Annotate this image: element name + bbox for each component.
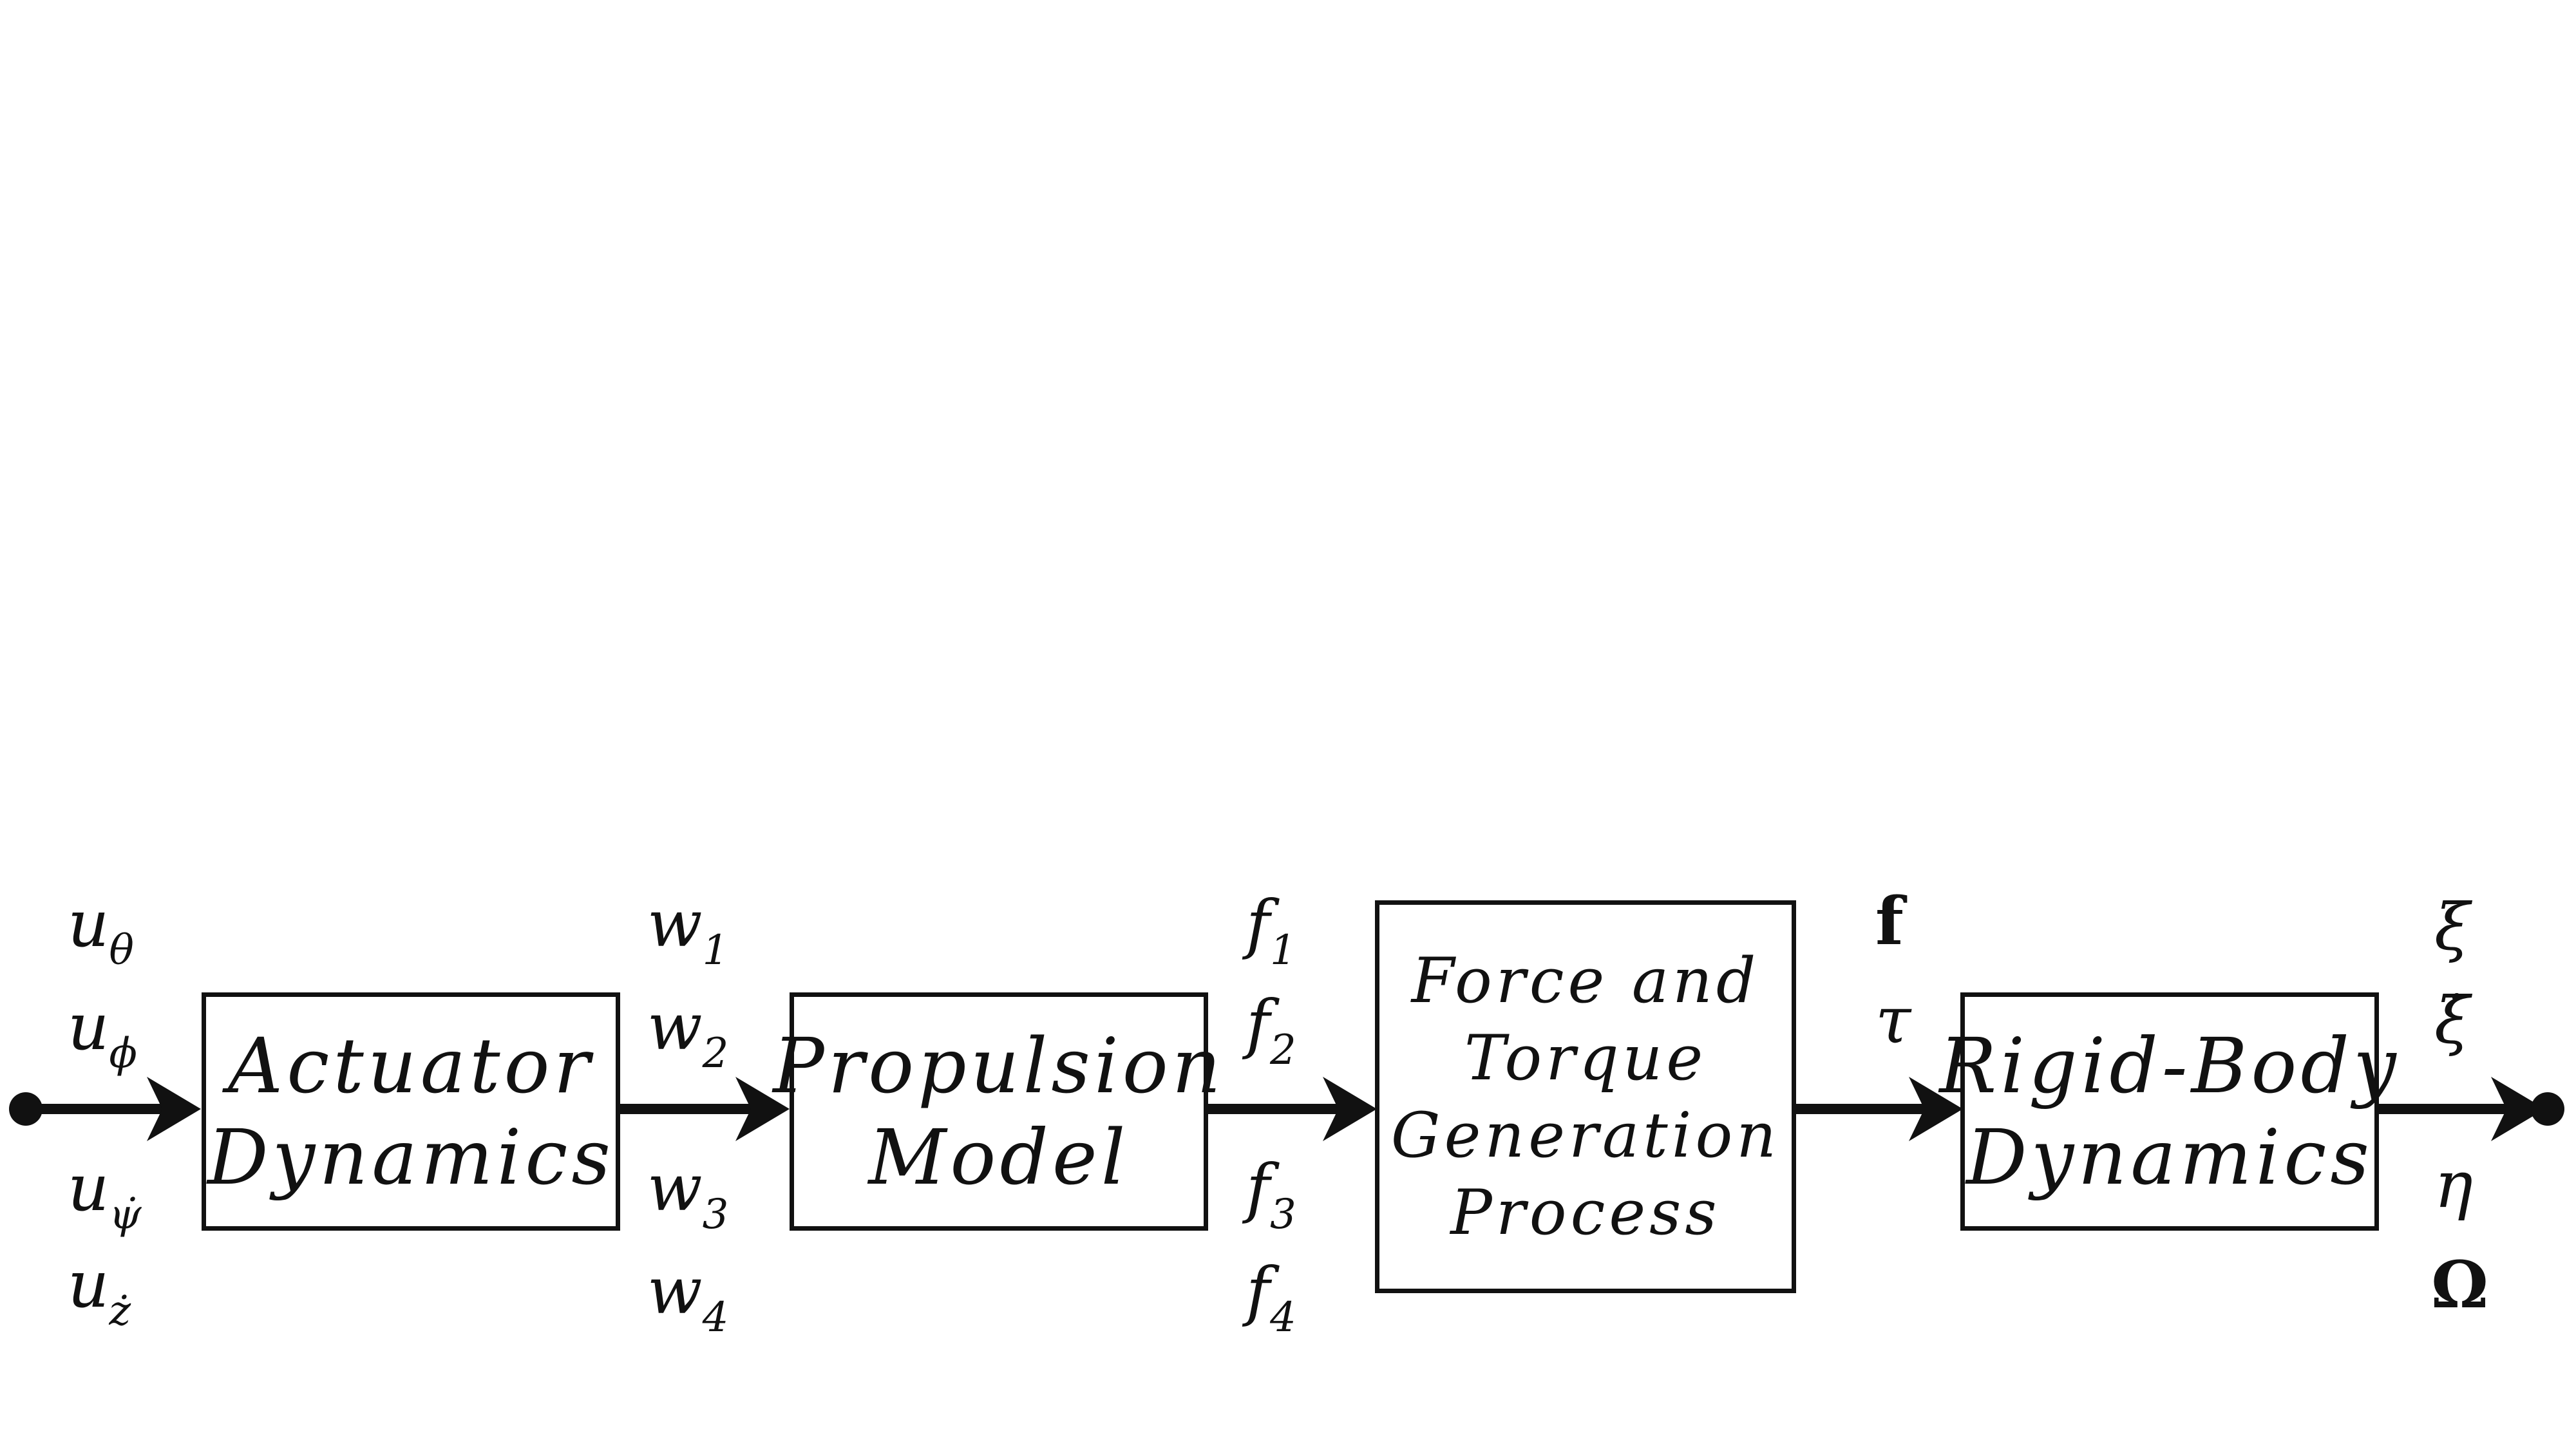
block-line: Process (1450, 1177, 1721, 1249)
block-line: Propulsion (773, 1021, 1225, 1110)
arrowhead-force (1909, 1077, 1963, 1141)
signal-w2: w2 (647, 989, 729, 1077)
signal-f4: f4 (1246, 1253, 1296, 1341)
block-line: Torque (1464, 1022, 1707, 1094)
output-signal-eta: η (2434, 1147, 2473, 1222)
propulsion-model-block: Propulsion Model (773, 992, 1221, 1231)
block-line: Force and (1411, 945, 1760, 1017)
input-signal-u-phi: uϕ (68, 989, 138, 1077)
output-signal-xi: ξ (2434, 889, 2470, 965)
arrowhead-input (147, 1077, 201, 1141)
block-line: Actuator (228, 1021, 594, 1110)
signal-torque: τ (1875, 983, 1911, 1058)
signal-f1: f1 (1246, 886, 1296, 974)
signal-f2: f2 (1246, 986, 1296, 1074)
block-line: Dynamics (207, 1113, 614, 1202)
input-signal-u-psidot: uψ̇ (68, 1150, 142, 1238)
input-signal-u-theta: uθ (68, 886, 134, 974)
arrowhead-propulsion (1323, 1077, 1377, 1141)
rigid-body-dynamics-block: Rigid-Body Dynamics (1939, 992, 2396, 1231)
block-line: Dynamics (1966, 1113, 2373, 1202)
input-signal-u-zdot: uż (68, 1247, 131, 1335)
block-line: Generation (1390, 1099, 1781, 1171)
signal-w1: w1 (647, 886, 729, 974)
signal-force-vector: f (1875, 883, 1904, 960)
signal-w3: w3 (647, 1150, 729, 1238)
block-line: Model (868, 1113, 1130, 1202)
output-signal-omega: Ω (2431, 1247, 2489, 1323)
arrowhead-actuator (735, 1077, 790, 1141)
arrowhead-output (2491, 1077, 2545, 1141)
output-terminal (2531, 1092, 2564, 1126)
block-line: Rigid-Body (1939, 1021, 2400, 1110)
actuator-dynamics-block: Actuator Dynamics (202, 992, 620, 1231)
signal-w4: w4 (647, 1253, 729, 1341)
output-signal-xi-dot: ξ̇ (2434, 983, 2470, 1058)
signal-f3: f3 (1246, 1150, 1296, 1238)
force-torque-generation-block: Force and Torque Generation Process (1375, 900, 1796, 1293)
